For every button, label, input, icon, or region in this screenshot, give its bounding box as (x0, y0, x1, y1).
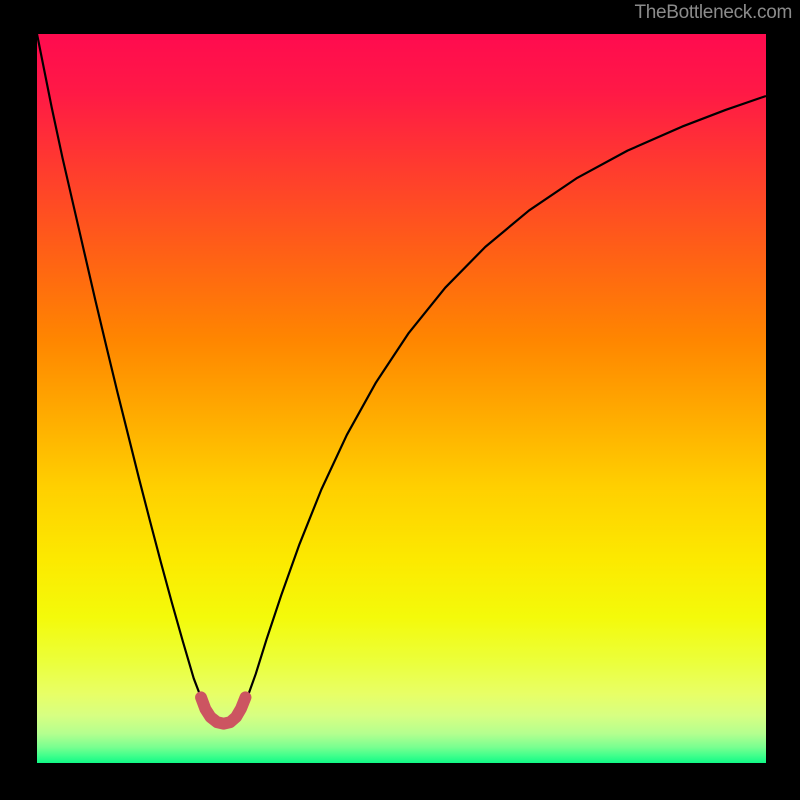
gradient-background (37, 34, 766, 763)
plot-area (34, 31, 769, 766)
attribution-label: TheBottleneck.com (634, 2, 792, 24)
plot-svg (37, 34, 766, 763)
chart-container: TheBottleneck.com (0, 0, 800, 800)
